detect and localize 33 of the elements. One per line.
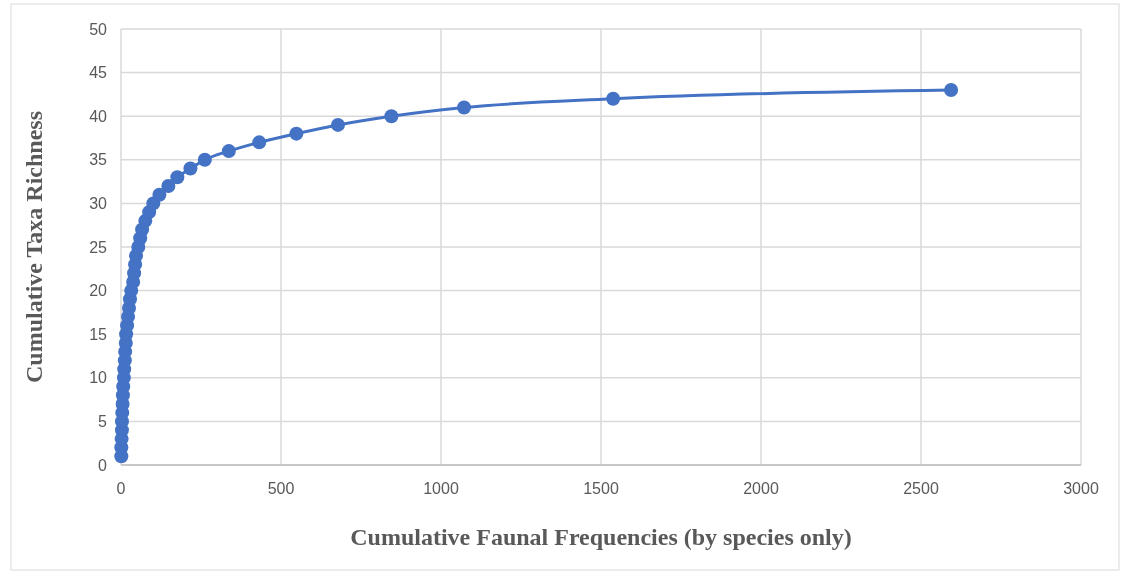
x-tick-label: 2500 bbox=[903, 480, 939, 497]
y-tick-label: 10 bbox=[89, 369, 108, 387]
x-tick-label: 1500 bbox=[583, 480, 619, 497]
y-tick-label: 20 bbox=[89, 282, 108, 300]
y-tick-label: 50 bbox=[89, 20, 108, 38]
x-tick-label: 3000 bbox=[1063, 480, 1099, 497]
y-tick-label: 45 bbox=[89, 64, 108, 82]
point bbox=[197, 152, 212, 167]
y-tick-label: 25 bbox=[89, 238, 108, 256]
point bbox=[161, 178, 176, 193]
x-tick-label: 0 bbox=[116, 480, 126, 497]
point bbox=[183, 161, 198, 176]
y-tick-label: 15 bbox=[89, 325, 108, 343]
point bbox=[944, 83, 959, 98]
point bbox=[170, 170, 185, 185]
y-tick-label: 40 bbox=[89, 107, 108, 125]
y-tick-label: 5 bbox=[98, 413, 108, 430]
point bbox=[457, 100, 472, 115]
point bbox=[606, 91, 621, 106]
point bbox=[289, 126, 304, 141]
x-axis-title: Cumulative Faunal Frequencies (by species only) bbox=[350, 524, 852, 550]
x-tick-label: 2000 bbox=[743, 480, 779, 497]
x-tick-label: 1000 bbox=[423, 480, 459, 497]
y-tick-label: 0 bbox=[98, 456, 108, 474]
y-tick-label: 35 bbox=[89, 151, 108, 169]
point bbox=[152, 187, 167, 202]
y-tick-label: 30 bbox=[89, 195, 108, 212]
point bbox=[221, 144, 236, 159]
y-axis-title: Cumulative Taxa Richness bbox=[21, 110, 47, 384]
point bbox=[330, 117, 345, 132]
x-tick-label: 500 bbox=[267, 480, 295, 497]
point bbox=[252, 135, 267, 150]
point bbox=[384, 109, 399, 124]
